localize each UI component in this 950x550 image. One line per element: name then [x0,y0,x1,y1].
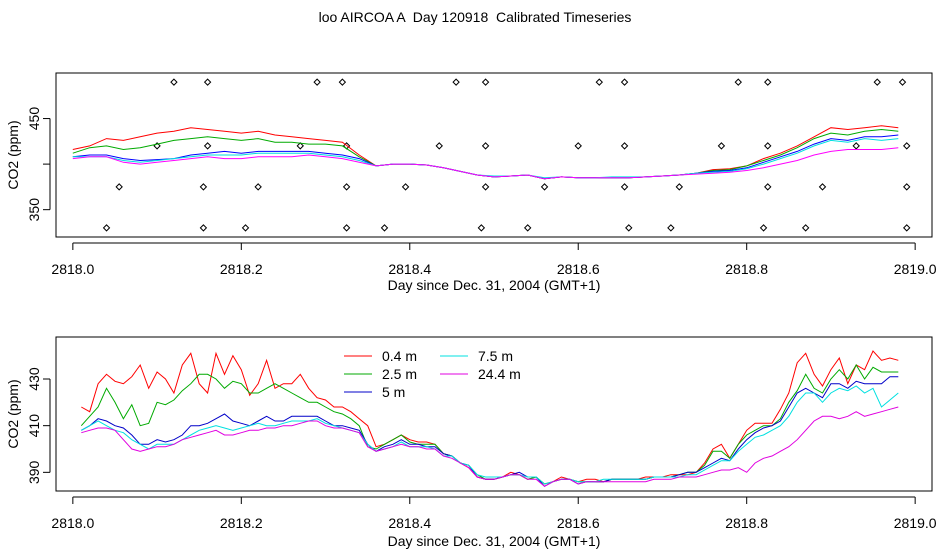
diamond-marker [734,78,742,86]
x-tick-label: 2819.0 [894,515,937,531]
diamond-marker [477,224,486,232]
x-tick-label: 2818.4 [388,515,431,531]
diamond-marker [102,224,111,232]
x-tick-label: 2818.0 [51,261,94,277]
x-tick-label: 2818.6 [557,515,600,531]
diamond-marker [620,183,629,191]
series-line-5-m [81,376,899,487]
diamond-marker [481,183,490,191]
diamond-marker [903,224,911,232]
diamond-marker [903,183,911,191]
diamond-marker [199,224,208,232]
top-series-lines [72,125,899,180]
diamond-marker [898,78,907,86]
diamond-marker [620,78,629,86]
top-marker-points [102,78,911,232]
diamond-marker [620,142,629,150]
diamond-marker [595,78,603,86]
legend-label: 2.5 m [382,366,417,382]
y-tick-label: 410 [26,414,42,438]
series-line-0 [72,125,899,180]
diamond-marker [801,224,810,232]
diamond-marker [342,183,351,191]
diamond-marker [873,78,881,86]
y-tick-label: 430 [26,367,42,391]
x-tick-label: 2819.0 [894,261,937,277]
diamond-marker [313,78,321,86]
bottom-plot-frame [55,336,933,492]
x-tick-label: 2818.2 [220,515,263,531]
diamond-marker [170,78,178,86]
diamond-marker [199,183,208,191]
y-tick-label: 350 [26,198,42,222]
diamond-marker [203,78,212,86]
diamond-marker [481,142,490,150]
bottom-series-lines [80,350,899,487]
diamond-marker [338,78,347,86]
diamond-marker [764,183,772,191]
bottom-y-axis-label: CO2 (ppm) [5,379,21,448]
diamond-marker [203,142,212,150]
x-tick-label: 2818.0 [51,515,94,531]
series-line-24-4-m [81,406,899,487]
diamond-marker [523,224,532,232]
x-tick-label: 2818.8 [725,261,768,277]
diamond-marker [401,183,410,191]
diamond-marker [903,142,911,150]
diamond-marker [241,224,250,232]
diamond-marker [764,78,772,86]
top-panel: 2818.0 2818.2 2818.4 2818.6 2818.8 2819.0 350 4… [5,72,937,293]
top-x-axis-label: Day since Dec. 31, 2004 (GMT+1) [388,277,601,293]
series-line-7-5-m [81,385,899,485]
bottom-axis-ticks: 2818.0 2818.2 2818.4 2818.6 2818.8 2819.0 390 4… [26,367,937,531]
diamond-marker [667,224,675,232]
diamond-marker [574,142,582,150]
diamond-marker [115,183,123,191]
legend: 0.4 m 2.5 m 5 m 7.5 m 24.4 m [344,348,521,400]
top-plot-frame [55,72,933,238]
series-line-4 [72,147,899,180]
legend-label: 5 m [382,384,405,400]
legend-label: 7.5 m [478,348,513,364]
chart-title: loo AIRCOA A Day 120918 Calibrated Times… [318,9,632,25]
x-tick-label: 2818.4 [388,261,431,277]
diamond-marker [452,78,460,86]
top-y-axis-label: CO2 (ppm) [5,120,21,189]
x-tick-label: 2818.2 [220,261,263,277]
diamond-marker [296,142,304,150]
diamond-marker [852,142,860,150]
diamond-marker [717,142,726,150]
top-axis-ticks: 2818.0 2818.2 2818.4 2818.6 2818.8 2819.0 350 4… [26,107,937,277]
y-tick-label: 390 [26,460,42,484]
diamond-marker [540,183,549,191]
diamond-marker [481,78,490,86]
legend-label: 24.4 m [478,366,521,382]
legend-label: 0.4 m [382,348,417,364]
x-tick-label: 2818.6 [557,261,600,277]
diamond-marker [435,142,443,150]
bottom-panel: 2818.0 2818.2 2818.4 2818.6 2818.8 2819.0 390 4… [5,336,937,549]
diamond-marker [342,224,351,232]
diamond-marker [818,183,827,191]
diamond-marker [764,142,772,150]
diamond-marker [625,224,633,232]
bottom-x-axis-label: Day since Dec. 31, 2004 (GMT+1) [388,533,601,549]
diamond-marker [254,183,262,191]
diamond-marker [759,224,768,232]
x-tick-label: 2818.8 [725,515,768,531]
diamond-marker [675,183,684,191]
y-tick-label: 450 [26,107,42,131]
diamond-marker [380,224,389,232]
